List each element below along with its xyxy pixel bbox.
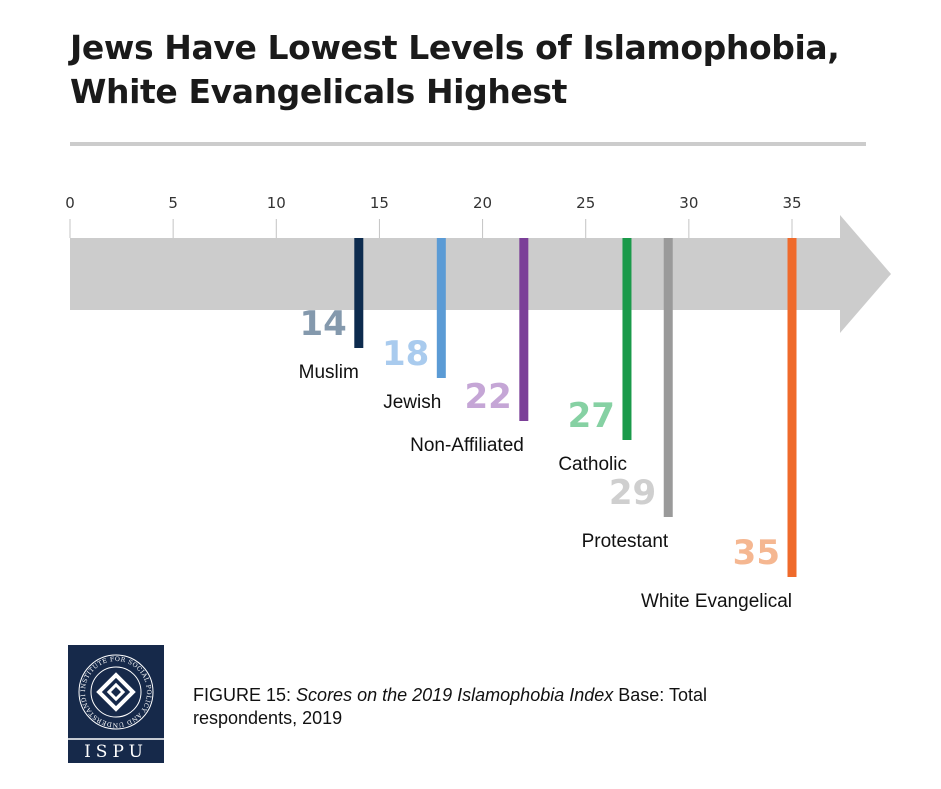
figure-label: FIGURE 15 xyxy=(193,685,287,705)
x-tick-label: 0 xyxy=(65,194,75,212)
marker-bar xyxy=(519,238,529,421)
value-label: 35 xyxy=(733,533,780,573)
category-label: Non-Affiliated xyxy=(410,435,524,456)
x-tick-label: 5 xyxy=(168,194,178,212)
value-label: 22 xyxy=(465,377,512,417)
figure-label-separator: : xyxy=(286,685,297,705)
marker-bar xyxy=(622,238,632,440)
x-tick-label: 15 xyxy=(370,194,389,212)
chart-title: Jews Have Lowest Levels of Islamophobia,… xyxy=(70,26,890,114)
category-label: Catholic xyxy=(558,454,627,475)
value-label: 14 xyxy=(299,304,346,344)
marker-bar xyxy=(354,238,364,348)
chart-title-line-2: White Evangelicals Highest xyxy=(70,72,568,111)
x-tick-label: 30 xyxy=(679,194,698,212)
category-label: White Evangelical xyxy=(641,591,792,612)
category-label: Protestant xyxy=(582,531,669,552)
figure-caption: FIGURE 15: Scores on the 2019 Islamophob… xyxy=(193,684,813,730)
category-label: Jewish xyxy=(383,392,441,413)
title-divider xyxy=(70,142,866,146)
ispu-logo: INSTITUTE FOR SOCIAL POLICY AND UNDERSTA… xyxy=(68,645,164,763)
axis-arrow xyxy=(70,215,891,333)
value-label: 18 xyxy=(382,334,429,374)
logo-text: ISPU xyxy=(84,742,148,762)
x-tick-label: 20 xyxy=(473,194,492,212)
value-label: 29 xyxy=(609,473,656,513)
x-tick-label: 10 xyxy=(267,194,286,212)
marker-bar xyxy=(436,238,446,378)
category-label: Muslim xyxy=(299,362,359,383)
figure-caption-text: Base: Total respondents, 2019 xyxy=(193,685,707,728)
x-tick-label: 25 xyxy=(576,194,595,212)
marker-bar xyxy=(787,238,797,577)
value-label: 27 xyxy=(568,396,615,436)
marker-bar xyxy=(663,238,673,517)
figure-caption-italic: Scores on the 2019 Islamophobia Index xyxy=(296,685,614,705)
chart-title-line-1: Jews Have Lowest Levels of Islamophobia, xyxy=(70,28,840,67)
x-tick-label: 35 xyxy=(782,194,801,212)
